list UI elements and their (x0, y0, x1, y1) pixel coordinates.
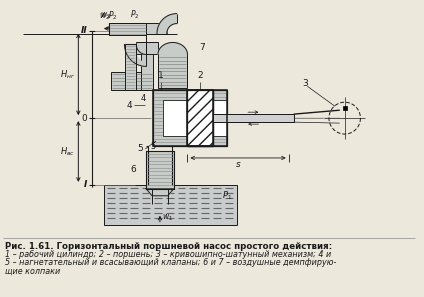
Text: 2: 2 (198, 71, 203, 80)
Text: 7: 7 (199, 43, 205, 52)
Text: $w_2$: $w_2$ (99, 11, 110, 22)
Bar (213, 114, 293, 122)
Text: 4: 4 (127, 101, 132, 110)
Bar (146, 151, 174, 189)
Bar (111, 23, 167, 34)
Bar (137, 42, 158, 54)
Text: 1: 1 (158, 71, 164, 80)
Bar (153, 90, 227, 146)
Polygon shape (157, 14, 177, 34)
Text: Рис. 1.61. Горизонтальный поршневой насос простого действия:: Рис. 1.61. Горизонтальный поршневой насо… (5, 241, 332, 251)
Bar (153, 90, 227, 146)
Text: 5: 5 (151, 141, 156, 151)
Bar (187, 90, 213, 146)
Bar (187, 90, 213, 146)
Polygon shape (146, 189, 174, 196)
Text: $s$: $s$ (235, 160, 241, 169)
Polygon shape (125, 45, 146, 67)
Text: II: II (81, 26, 87, 35)
Text: $P_1$: $P_1$ (222, 190, 232, 202)
Bar (163, 100, 227, 136)
Text: щие колпаки: щие колпаки (5, 266, 60, 275)
Bar (158, 54, 187, 88)
Text: 5: 5 (137, 145, 143, 154)
Bar (141, 42, 153, 90)
Text: 1 – рабочий цилиндр; 2 – поршень; 3 – кривошипно-шатунный механизм; 4 и: 1 – рабочий цилиндр; 2 – поршень; 3 – кр… (5, 250, 331, 259)
Text: 5 – нагнетательный и всасывающий клапаны; 6 и 7 – воздушные демпфирую-: 5 – нагнетательный и всасывающий клапаны… (5, 258, 336, 267)
Bar (125, 45, 137, 90)
Bar (109, 23, 146, 34)
Bar (111, 72, 153, 90)
Text: $w_2$: $w_2$ (100, 10, 112, 20)
Bar (104, 185, 237, 225)
Text: 4: 4 (141, 94, 146, 103)
Text: I: I (84, 180, 87, 189)
Polygon shape (158, 42, 187, 54)
Text: $w_1$: $w_1$ (162, 212, 173, 223)
Text: $H_{вс}$: $H_{вс}$ (61, 145, 75, 158)
Text: $H_{нг}$: $H_{нг}$ (60, 68, 75, 80)
Bar (146, 151, 174, 189)
Text: $P_2$: $P_2$ (131, 8, 140, 20)
Bar (187, 90, 213, 146)
Text: 6: 6 (131, 165, 137, 174)
Text: $P_2$: $P_2$ (108, 9, 117, 22)
Text: 0: 0 (81, 114, 87, 123)
Text: 3: 3 (302, 79, 308, 88)
Bar (343, 106, 347, 110)
